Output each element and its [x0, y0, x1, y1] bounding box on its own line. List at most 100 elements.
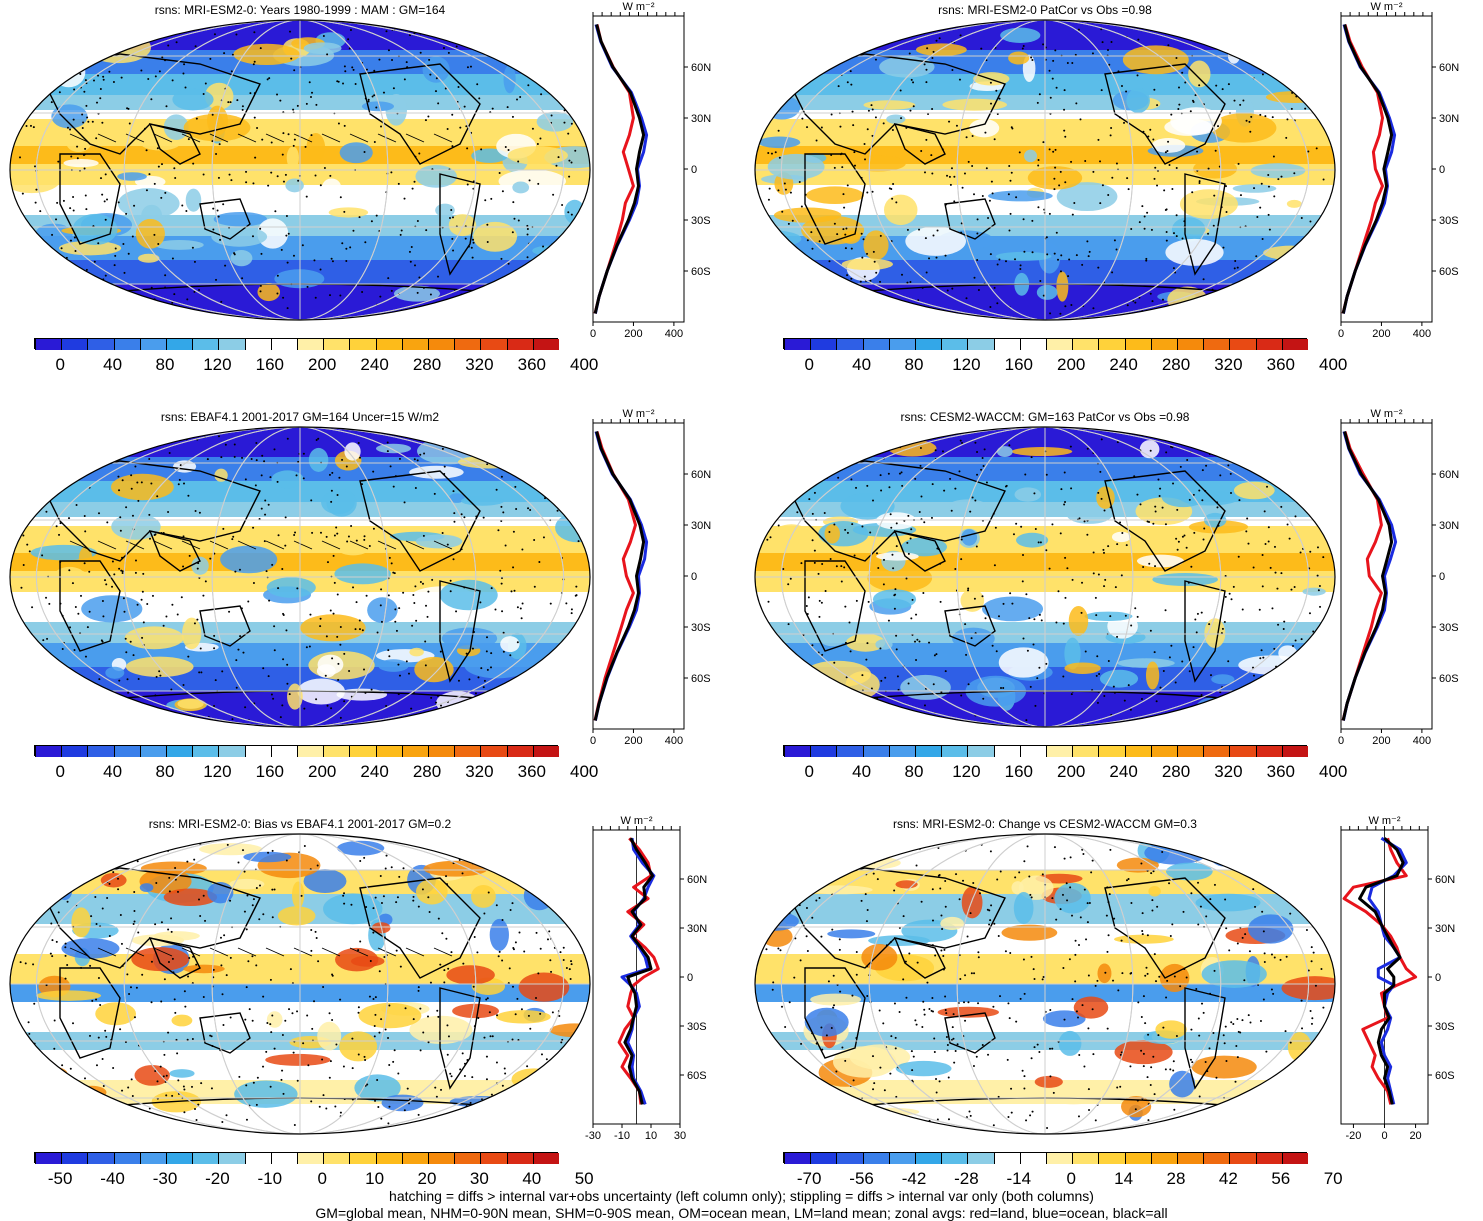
- stipple-dot: [1298, 262, 1301, 265]
- stipple-dot: [1264, 445, 1267, 448]
- stipple-dot: [1191, 99, 1194, 102]
- stipple-dot: [570, 909, 573, 912]
- stipple-dot: [512, 985, 515, 988]
- stipple-dot: [947, 1118, 950, 1121]
- stipple-dot: [1282, 678, 1285, 681]
- map-patch: [773, 524, 810, 545]
- stipple-dot: [412, 899, 415, 902]
- stipple-dot: [1009, 951, 1012, 954]
- stipple-dot: [255, 887, 258, 890]
- stipple-dot: [347, 38, 350, 41]
- stipple-dot: [331, 260, 334, 263]
- stipple-dot: [245, 986, 248, 989]
- colorbar-tick-label: -40: [100, 1169, 125, 1188]
- stipple-dot: [354, 82, 357, 85]
- stipple-dot: [407, 672, 410, 675]
- map-patch: [177, 698, 204, 709]
- stipple-dot: [261, 454, 264, 457]
- map-patch: [1211, 674, 1235, 685]
- stipple-dot: [1168, 656, 1171, 659]
- continent-outline: [893, 936, 946, 979]
- stipple-dot: [916, 961, 919, 964]
- stipple-dot: [1172, 1060, 1175, 1063]
- stipple-dot: [1212, 224, 1215, 227]
- stipple-dot: [1032, 643, 1035, 646]
- stipple-dot: [200, 671, 203, 674]
- colorbar-swatch: [323, 339, 350, 350]
- stipple-dot: [494, 36, 497, 39]
- stipple-dot: [195, 1119, 198, 1122]
- stipple-dot: [866, 484, 869, 487]
- map-patch: [895, 880, 918, 889]
- chart-title: rsns: MRI-ESM2-0: Years 1980-1999 : MAM …: [154, 3, 446, 17]
- stipple-dot: [1149, 629, 1152, 632]
- map-panel: [9, 833, 591, 1135]
- stipple-dot: [1315, 631, 1318, 634]
- stipple-dot: [1157, 1034, 1160, 1037]
- colorbar-swatch: [218, 746, 245, 757]
- stipple-dot: [435, 701, 438, 704]
- units-label: W m⁻²: [1368, 815, 1400, 827]
- stipple-dot: [181, 204, 184, 207]
- units-label: W m⁻²: [622, 408, 654, 420]
- stipple-dot: [325, 1107, 328, 1110]
- stipple-dot: [481, 47, 484, 50]
- stipple-dot: [296, 587, 299, 590]
- stipple-dot: [253, 31, 256, 34]
- stipple-dot: [805, 605, 808, 608]
- stipple-dot: [122, 243, 125, 246]
- stipple-dot: [1307, 969, 1310, 972]
- stipple-dot: [907, 514, 910, 517]
- stipple-dot: [100, 639, 103, 642]
- stipple-dot: [931, 108, 934, 111]
- stipple-dot: [165, 105, 168, 108]
- stipple-dot: [945, 1036, 948, 1039]
- stipple-dot: [965, 297, 968, 300]
- stipple-dot: [45, 510, 48, 513]
- stipple-dot: [135, 986, 138, 989]
- stipple-dot: [387, 1122, 390, 1125]
- colorbar-tick-label: 280: [412, 762, 442, 781]
- stipple-dot: [54, 847, 57, 850]
- stipple-dot: [91, 120, 94, 123]
- stipple-dot: [133, 204, 136, 207]
- stipple-dot: [801, 683, 804, 686]
- stipple-dot: [1251, 463, 1254, 466]
- stipple-dot: [217, 176, 220, 179]
- stipple-dot: [1221, 843, 1224, 846]
- stipple-dot: [277, 587, 280, 590]
- stipple-dot: [977, 956, 980, 959]
- stipple-dot: [1140, 698, 1143, 701]
- map-patch: [523, 880, 555, 911]
- map-patch: [439, 579, 498, 611]
- stipple-dot: [844, 247, 847, 250]
- stipple-dot: [882, 558, 885, 561]
- map-patch: [415, 165, 457, 188]
- map-patch: [855, 1107, 920, 1117]
- stipple-dot: [1273, 195, 1276, 198]
- colorbar-swatch: [297, 339, 324, 350]
- stipple-dot: [546, 70, 549, 73]
- stipple-dot: [1317, 702, 1320, 705]
- colorbar-swatch: [192, 339, 219, 350]
- map-patch: [385, 93, 408, 126]
- stipple-dot: [88, 290, 91, 293]
- stipple-dot: [343, 652, 346, 655]
- stipple-dot: [504, 544, 507, 547]
- stipple-dot: [1116, 1086, 1119, 1089]
- stipple-dot: [482, 686, 485, 689]
- stipple-dot: [1205, 464, 1208, 467]
- stipple-dot: [330, 500, 333, 503]
- stipple-dot: [1232, 1022, 1235, 1025]
- hatch-line: [237, 133, 257, 143]
- stipple-dot: [242, 849, 245, 852]
- stipple-dot: [890, 526, 893, 529]
- stipple-dot: [202, 173, 205, 176]
- stipple-dot: [77, 612, 80, 615]
- stipple-dot: [99, 1004, 102, 1007]
- stipple-dot: [1174, 681, 1177, 684]
- stipple-dot: [212, 976, 215, 979]
- stipple-dot: [366, 1083, 369, 1086]
- stipple-dot: [813, 73, 816, 76]
- stipple-dot: [794, 937, 797, 940]
